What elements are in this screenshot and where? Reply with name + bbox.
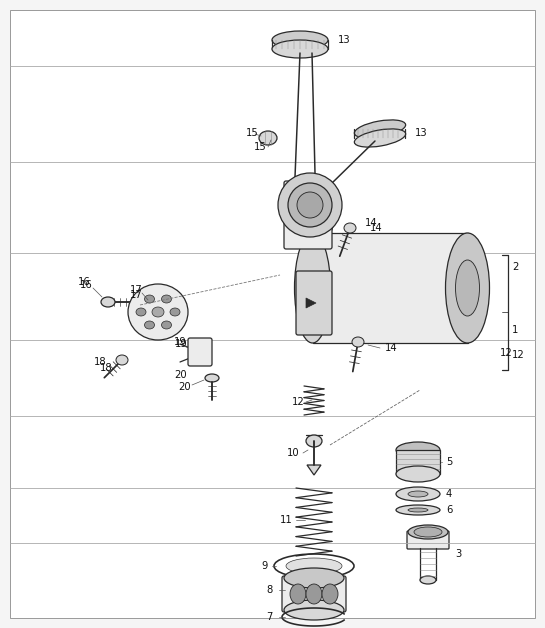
Ellipse shape [445,233,489,343]
Ellipse shape [414,527,442,537]
FancyBboxPatch shape [188,338,212,366]
Bar [312,233,468,343]
Ellipse shape [344,223,356,233]
Text: 12: 12 [512,350,525,360]
Text: 10: 10 [287,448,300,458]
Text: 17: 17 [130,285,143,295]
Ellipse shape [290,584,306,604]
Text: 17: 17 [130,290,143,300]
Ellipse shape [259,131,277,145]
Ellipse shape [408,491,428,497]
Text: 20: 20 [178,382,191,392]
Text: 14: 14 [370,223,383,233]
Ellipse shape [354,120,405,138]
Text: 16: 16 [78,277,91,287]
Ellipse shape [116,355,128,365]
Text: 9: 9 [261,561,268,571]
Ellipse shape [272,40,328,58]
Text: 13: 13 [415,128,428,138]
Ellipse shape [396,505,440,515]
Ellipse shape [128,284,188,340]
Ellipse shape [278,173,342,237]
Ellipse shape [205,374,219,382]
FancyBboxPatch shape [296,271,332,335]
Text: 2: 2 [512,262,518,272]
Text: 20: 20 [174,370,186,380]
Text: 3: 3 [455,549,461,559]
Ellipse shape [144,295,154,303]
Ellipse shape [420,576,436,584]
Ellipse shape [297,192,323,218]
Ellipse shape [294,233,330,343]
FancyBboxPatch shape [282,576,346,612]
Text: 11: 11 [280,515,293,525]
Text: 18: 18 [100,363,113,373]
Polygon shape [306,298,316,308]
Text: 6: 6 [446,505,452,515]
Ellipse shape [144,321,154,329]
Ellipse shape [161,295,172,303]
Ellipse shape [408,508,428,512]
Bar [396,450,440,474]
Ellipse shape [352,337,364,347]
Text: 8: 8 [266,585,272,595]
Text: 15: 15 [246,128,259,138]
Ellipse shape [272,31,328,49]
Ellipse shape [101,297,115,307]
Text: 4: 4 [446,489,452,499]
FancyBboxPatch shape [284,181,332,249]
Ellipse shape [354,129,405,147]
Ellipse shape [288,183,332,227]
Ellipse shape [136,308,146,316]
Ellipse shape [408,525,448,539]
Polygon shape [307,465,321,475]
Text: 5: 5 [446,457,452,467]
Ellipse shape [170,308,180,316]
Text: 14: 14 [385,343,398,353]
Ellipse shape [284,568,344,588]
Text: 1: 1 [512,325,518,335]
Ellipse shape [396,442,440,458]
Ellipse shape [284,600,344,620]
Text: 13: 13 [338,35,350,45]
FancyBboxPatch shape [407,531,449,549]
Ellipse shape [396,466,440,482]
Text: 7: 7 [266,612,272,622]
Ellipse shape [396,487,440,501]
Text: 16: 16 [80,280,93,290]
Ellipse shape [456,260,480,316]
Text: 14: 14 [365,218,378,228]
Text: 15: 15 [254,142,267,152]
Ellipse shape [322,584,338,604]
Ellipse shape [286,558,342,574]
Ellipse shape [161,321,172,329]
Ellipse shape [306,435,322,447]
Ellipse shape [152,307,164,317]
Text: 12: 12 [500,348,513,358]
Text: 19: 19 [174,337,187,347]
Text: 12: 12 [292,397,305,407]
Ellipse shape [306,584,322,604]
Text: 19: 19 [175,339,187,349]
Text: 18: 18 [94,357,107,367]
